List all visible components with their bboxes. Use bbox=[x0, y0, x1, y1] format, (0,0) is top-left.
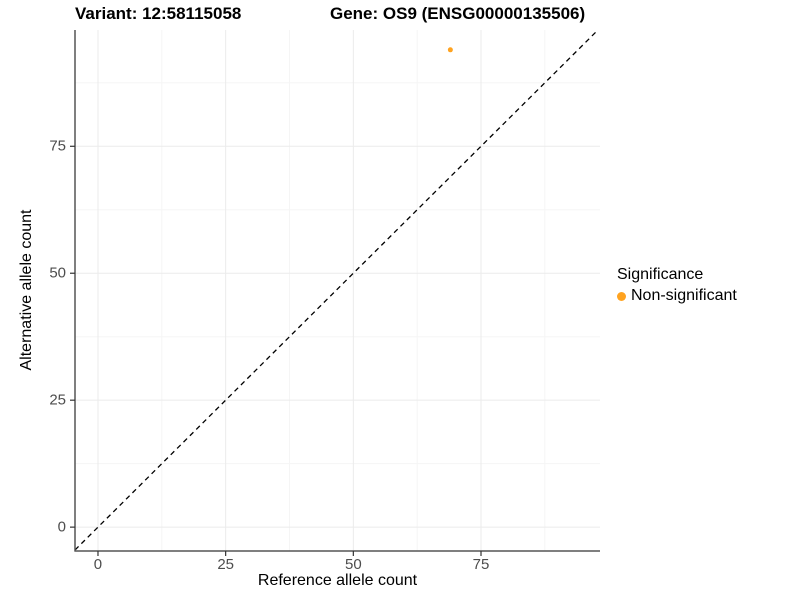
x-tick-label: 25 bbox=[217, 556, 234, 573]
legend: Significance Non-significant bbox=[617, 266, 737, 305]
y-axis-title: Alternative allele count bbox=[18, 209, 35, 371]
identity-dashed-line bbox=[74, 29, 599, 551]
x-tick-label: 0 bbox=[93, 556, 103, 573]
legend-entry-non-significant: Non-significant bbox=[617, 287, 737, 305]
y-tick-label: 75 bbox=[49, 137, 66, 155]
legend-title: Significance bbox=[617, 266, 704, 283]
x-tick-label: 50 bbox=[344, 556, 362, 573]
plot-title-gene: Gene: OS9 (ENSG00000135506) bbox=[330, 4, 586, 23]
data-point bbox=[447, 47, 453, 53]
x-axis-title: Reference allele count bbox=[257, 572, 418, 589]
plot-title-variant: Variant: 12:58115058 bbox=[75, 4, 242, 23]
legend-entry-label: Non-significant bbox=[631, 287, 737, 304]
y-tick-label: 0 bbox=[57, 518, 66, 536]
y-tick-label: 25 bbox=[49, 391, 66, 409]
x-tick-label: 75 bbox=[472, 556, 490, 573]
legend-point-icon bbox=[617, 291, 626, 301]
y-tick-label: 50 bbox=[49, 264, 66, 282]
